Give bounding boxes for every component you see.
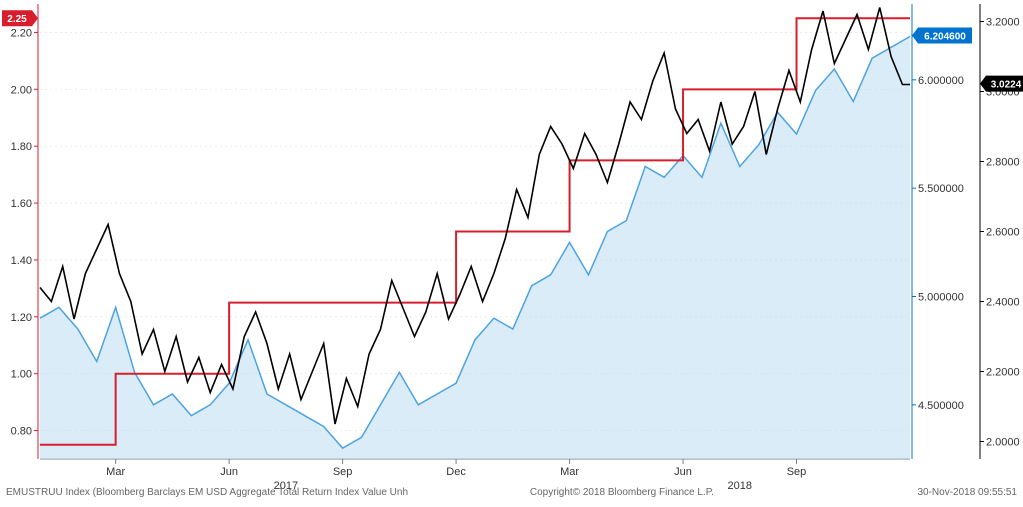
svg-text:5.500000: 5.500000: [918, 183, 964, 195]
footer-copyright: Copyright© 2018 Bloomberg Finance L.P.: [530, 487, 714, 498]
svg-text:Mar: Mar: [106, 466, 125, 478]
svg-text:2018: 2018: [728, 480, 752, 492]
footer-index-label: EMUSTRUU Index (Bloomberg Barclays EM US…: [6, 487, 408, 498]
svg-text:1.40: 1.40: [11, 255, 32, 267]
svg-text:2.4000: 2.4000: [986, 297, 1020, 309]
svg-text:Dec: Dec: [446, 466, 466, 478]
svg-text:Jun: Jun: [674, 466, 692, 478]
svg-text:2.8000: 2.8000: [986, 157, 1020, 169]
svg-text:Mar: Mar: [560, 466, 579, 478]
svg-text:Jun: Jun: [220, 466, 238, 478]
svg-text:2.2000: 2.2000: [986, 367, 1020, 379]
svg-text:5.000000: 5.000000: [918, 292, 964, 304]
svg-text:0.80: 0.80: [11, 426, 32, 438]
svg-text:2.25: 2.25: [7, 14, 27, 25]
footer-timestamp: 30-Nov-2018 09:55:51: [917, 487, 1017, 498]
svg-text:2.00: 2.00: [11, 84, 32, 96]
chart-svg: MarJunSepDecMarJunSep201720180.801.001.2…: [0, 0, 1023, 502]
svg-text:3.2000: 3.2000: [986, 17, 1020, 29]
svg-text:1.80: 1.80: [11, 141, 32, 153]
svg-text:4.500000: 4.500000: [918, 400, 964, 412]
svg-text:1.60: 1.60: [11, 198, 32, 210]
svg-text:Sep: Sep: [787, 466, 807, 478]
svg-text:2.20: 2.20: [11, 27, 32, 39]
svg-text:Sep: Sep: [333, 466, 353, 478]
svg-text:1.20: 1.20: [11, 312, 32, 324]
svg-text:2.6000: 2.6000: [986, 227, 1020, 239]
svg-text:6.204600: 6.204600: [924, 32, 966, 43]
svg-text:1.00: 1.00: [11, 369, 32, 381]
chart-container: MarJunSepDecMarJunSep201720180.801.001.2…: [0, 0, 1023, 502]
svg-text:6.000000: 6.000000: [918, 75, 964, 87]
svg-text:2.0000: 2.0000: [986, 437, 1020, 449]
svg-text:3.0224: 3.0224: [991, 80, 1022, 91]
